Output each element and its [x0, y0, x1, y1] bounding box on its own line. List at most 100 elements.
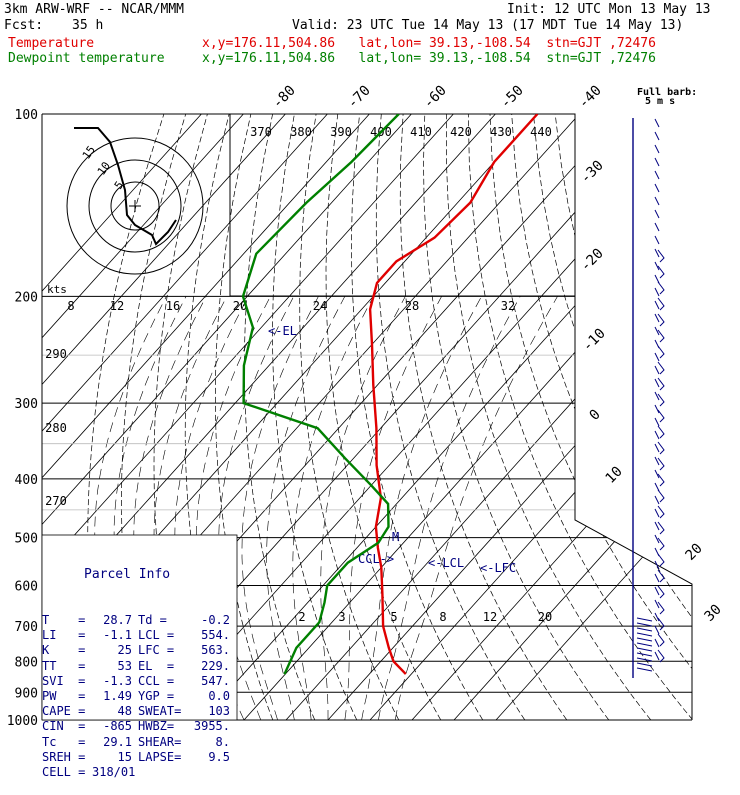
dry-adiabat [555, 114, 740, 720]
wind-barb [655, 223, 659, 231]
isotherm-label: -30 [578, 158, 607, 187]
wind-barb [655, 405, 659, 413]
isotherm-label: -60 [421, 83, 450, 112]
isotherm-line [244, 114, 740, 720]
parcel-info-cell: SWEAT= [138, 704, 190, 719]
parcel-info-cell: 15 [92, 750, 132, 765]
wind-barb [655, 600, 659, 608]
pressure-label: 300 [15, 397, 38, 412]
wind-barb [655, 652, 659, 660]
mixing-ratio-label: 24 [313, 299, 327, 313]
mixing-ratio-label: 32 [501, 299, 515, 313]
isotherm-line [286, 114, 740, 720]
dry-adiabat [664, 114, 740, 720]
wind-barb [655, 626, 659, 634]
wind-barb [637, 653, 652, 656]
wind-barb [658, 330, 664, 342]
parcel-info-cell: -1.1 [92, 628, 132, 643]
parcel-info-cell: EL = [138, 659, 190, 674]
wind-barb [655, 210, 659, 218]
theta-label: 270 [45, 494, 67, 508]
hodograph-ring-label: 10 [95, 159, 113, 177]
theta-label: 370 [250, 125, 272, 139]
isotherm-line [496, 114, 740, 720]
dry-adiabat [400, 114, 567, 720]
mixing-ratio-label: 5 [390, 610, 397, 624]
m-annotation: M [392, 530, 399, 544]
parcel-info-cell: 3955. [190, 719, 230, 734]
dry-adiabat [599, 114, 740, 720]
parcel-info-cell: Td = [138, 613, 190, 628]
wind-barb [658, 378, 664, 390]
isotherm-label: -80 [270, 83, 299, 112]
wind-barb [655, 366, 659, 374]
wind-barb [637, 628, 652, 631]
wind-barb [658, 426, 664, 438]
parcel-info-cell: K = [42, 643, 92, 658]
mixing-ratio-label: 3 [338, 610, 345, 624]
mixing-ratio-label: 8 [439, 610, 446, 624]
wind-barb [637, 638, 652, 641]
parcel-info-cell: 48 [92, 704, 132, 719]
wind-barb [655, 288, 659, 296]
theta-label: 440 [530, 125, 552, 139]
parcel-info-cell [138, 765, 190, 780]
pressure-label: 500 [15, 532, 38, 547]
wind-barb [658, 650, 664, 662]
isotherm-label: -50 [498, 83, 527, 112]
wind-barb [658, 554, 664, 566]
isotherm-label: -40 [576, 83, 605, 112]
pressure-label: 800 [15, 655, 38, 670]
theta-label: 430 [490, 125, 512, 139]
wind-barb [658, 474, 664, 486]
wind-barb [655, 561, 659, 569]
parcel-info-row: CELL =318/01 [42, 765, 232, 780]
parcel-info-cell: 8. [190, 735, 230, 750]
wind-barb [655, 236, 659, 244]
dry-adiabat [620, 114, 740, 720]
wind-barb [655, 145, 659, 153]
parcel-info-cell: 547. [190, 674, 230, 689]
hodograph-ring-label: 15 [80, 143, 98, 161]
isotherm-label: -70 [345, 83, 374, 112]
wind-barb [658, 282, 664, 294]
wind-barb [637, 668, 652, 671]
parcel-info-cell: YGP = [138, 689, 190, 704]
wind-barb [655, 171, 659, 179]
isotherm-label: -20 [578, 246, 607, 275]
wind-barb [637, 663, 652, 666]
parcel-info-cell: -865 [92, 719, 132, 734]
ccl-annotation: CCL-> [358, 552, 394, 566]
wind-barb [658, 442, 664, 454]
parcel-info-cell: TT = [42, 659, 92, 674]
parcel-info-cell: -0.2 [190, 613, 230, 628]
mixing-ratio-label: 8 [67, 299, 74, 313]
mixing-ratio-label: 20 [538, 610, 552, 624]
isotherm-label: 0 [587, 407, 604, 424]
wind-barb [655, 418, 659, 426]
dry-adiabat [534, 114, 740, 720]
theta-label: 390 [330, 125, 352, 139]
parcel-info-cell: CAPE = [42, 704, 92, 719]
parcel-info-cell: 9.5 [190, 750, 230, 765]
wind-barb [655, 587, 659, 595]
theta-label: 380 [290, 125, 312, 139]
parcel-info-cell: 229. [190, 659, 230, 674]
parcel-info-cell: 53 [92, 659, 132, 674]
pressure-label: 900 [15, 686, 38, 701]
wind-barb [655, 197, 659, 205]
parcel-info-cell: 563. [190, 643, 230, 658]
wind-barb [637, 643, 652, 646]
wind-barb [658, 410, 664, 422]
parcel-info-title: Parcel Info [84, 567, 232, 582]
theta-label: 290 [45, 347, 67, 361]
parcel-info-cell: LAPSE= [138, 750, 190, 765]
parcel-info-cell: SHEAR= [138, 735, 190, 750]
wind-barb [655, 119, 659, 127]
dry-adiabat [490, 114, 735, 720]
